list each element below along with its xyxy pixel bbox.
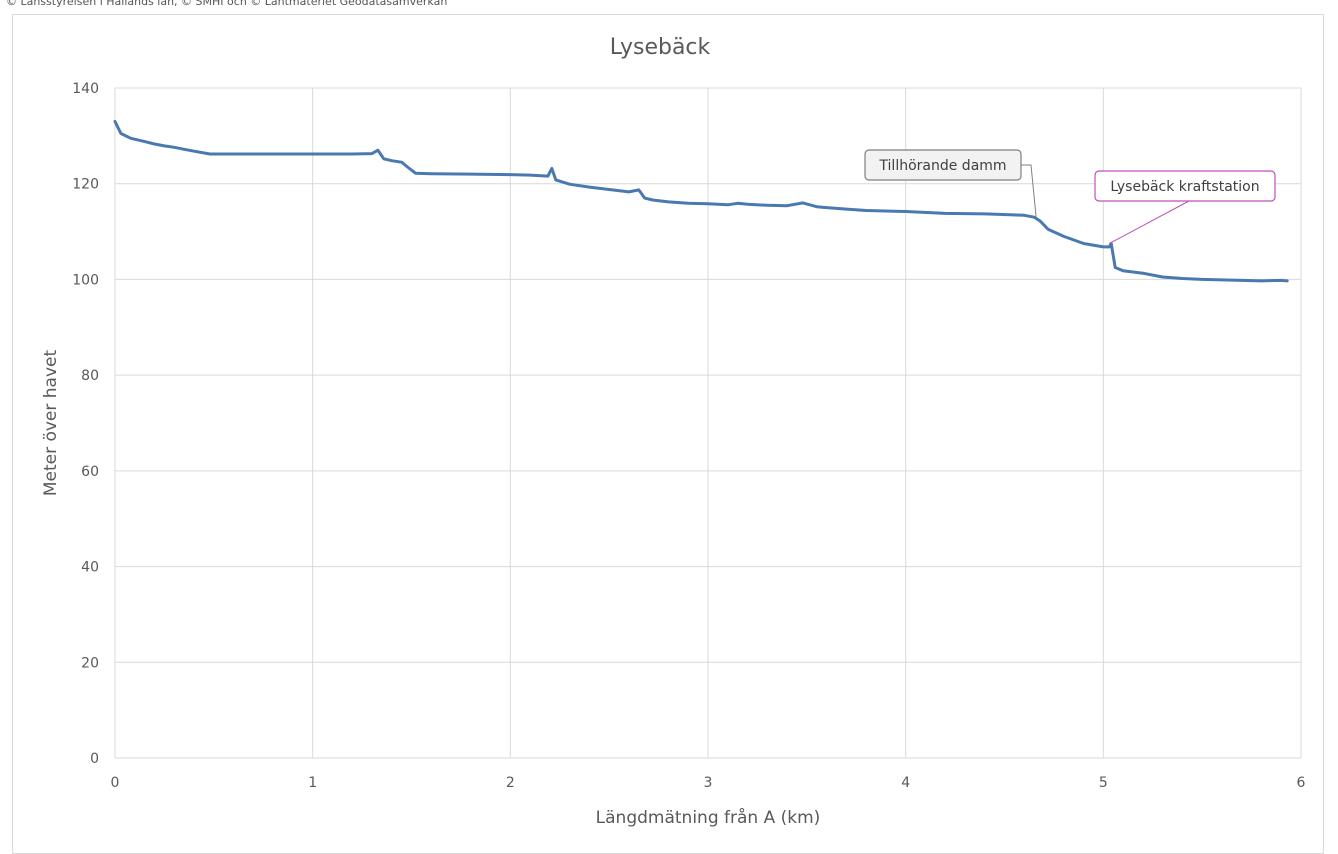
copyright-credit: © Länsstyrelsen i Hallands län, © SMHI o… (6, 0, 448, 8)
annotation-box (1094, 170, 1276, 202)
y-tick-label: 140 (72, 81, 99, 97)
x-tick-label: 6 (1297, 775, 1306, 791)
annotation-label: Tillhörande damm (878, 158, 1006, 174)
x-tick-label: 0 (111, 775, 120, 791)
y-tick-label: 20 (81, 655, 99, 671)
annotation-callout: Tillhörande damm (864, 149, 1037, 218)
x-tick-label: 4 (901, 775, 910, 791)
x-tick-label: 2 (506, 775, 515, 791)
x-axis-label: Längdmätning från A (km) (596, 807, 821, 828)
annotation-box (864, 149, 1022, 181)
y-tick-label: 60 (81, 464, 99, 480)
annotation-leader-line (1109, 200, 1190, 244)
y-tick-label: 100 (72, 272, 99, 288)
grid-lines (114, 87, 1302, 759)
x-tick-label: 1 (308, 775, 317, 791)
elevation-profile-line (113, 120, 1289, 283)
y-tick-label: 0 (90, 751, 99, 767)
annotation-callout: Lysebäck kraftstation (1094, 170, 1276, 244)
y-tick-label: 40 (81, 560, 99, 576)
x-tick-labels: 0 1 2 3 4 5 6 (111, 775, 1306, 791)
chart-title: Lysebäck (610, 35, 711, 60)
x-tick-label: 5 (1099, 775, 1108, 791)
y-tick-labels: 0 20 40 60 80 100 120 140 (72, 81, 99, 767)
y-tick-label: 80 (81, 368, 99, 384)
x-tick-label: 3 (704, 775, 713, 791)
y-axis-label: Meter över havet (41, 350, 61, 497)
y-tick-label: 120 (72, 177, 99, 193)
annotation-leader-line (1021, 164, 1037, 218)
series-group (113, 120, 1289, 283)
annotation-group: Tillhörande damm Lysebäck kraftstation (864, 149, 1276, 244)
annotation-label: Lysebäck kraftstation (1110, 179, 1259, 195)
